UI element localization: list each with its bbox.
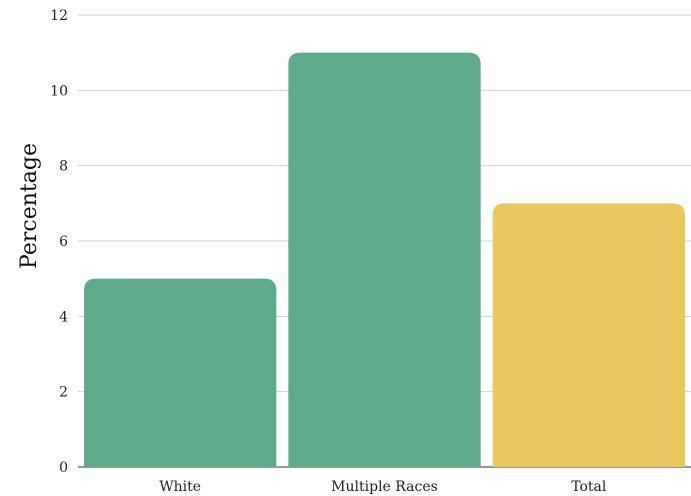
x-tick-label: White — [159, 479, 201, 495]
x-tick-label: Multiple Races — [331, 479, 438, 495]
y-axis-ticks: 0 2 4 6 8 10 12 — [50, 8, 68, 476]
bar-white — [84, 278, 277, 467]
y-tick-label: 8 — [59, 159, 68, 175]
y-tick-label: 2 — [59, 385, 68, 401]
bar-total — [492, 203, 685, 468]
y-axis-title: Percentage — [17, 143, 42, 269]
y-tick-label: 0 — [59, 460, 68, 476]
x-tick-label: Total — [571, 479, 607, 495]
bar-multiple-races — [288, 52, 481, 468]
y-tick-label: 10 — [50, 83, 68, 99]
y-tick-label: 12 — [50, 8, 68, 24]
y-tick-label: 4 — [59, 309, 68, 325]
y-tick-label: 6 — [59, 234, 68, 250]
bars — [84, 52, 685, 468]
x-axis-ticks: White Multiple Races Total — [159, 479, 607, 495]
